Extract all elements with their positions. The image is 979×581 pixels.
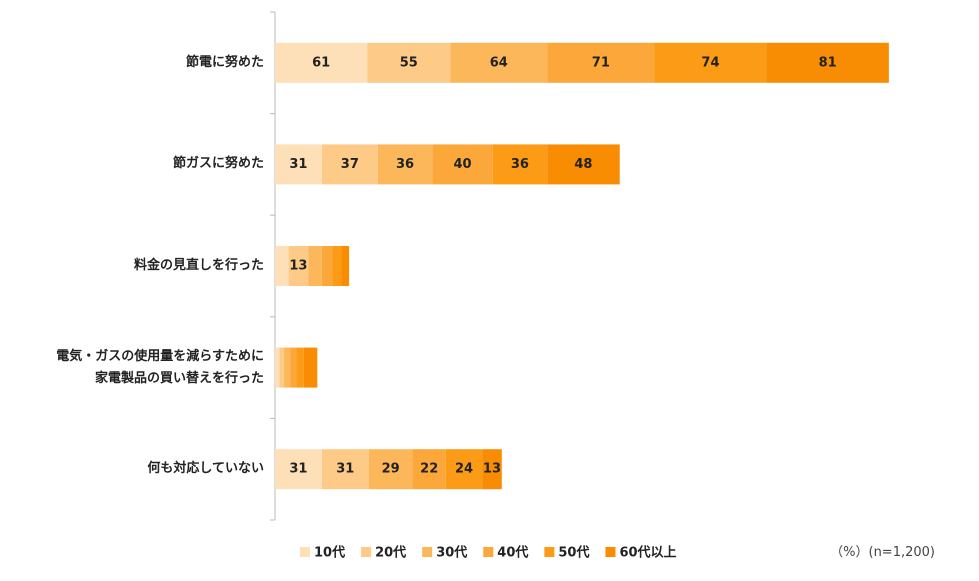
bar-segment <box>275 246 289 286</box>
value-label: 37 <box>341 157 359 172</box>
legend-label: 40代 <box>497 545 528 561</box>
value-label: 71 <box>592 55 610 70</box>
bar-segment <box>321 246 333 286</box>
value-label: 55 <box>400 55 418 70</box>
bar-segment <box>284 347 291 388</box>
bar-segment <box>450 42 548 83</box>
category-label: 節電に努めた <box>185 54 264 70</box>
bar-segment <box>432 144 493 185</box>
legend-swatch <box>300 547 310 557</box>
note: （%）(n=1,200) <box>830 545 935 560</box>
value-label: 31 <box>289 462 307 477</box>
bar-segment <box>547 42 655 83</box>
legend-swatch <box>544 547 555 557</box>
bar-segment <box>290 347 297 388</box>
category-label: 節ガスに努めた <box>172 156 264 172</box>
bar-segment <box>368 449 413 490</box>
value-label: 13 <box>483 462 501 477</box>
value-label: 61 <box>312 55 330 70</box>
bar-segment <box>482 449 502 490</box>
bar-segment <box>275 144 322 185</box>
legend-swatch <box>605 547 616 557</box>
bar-segment <box>445 449 483 490</box>
bar-segment <box>288 246 309 286</box>
legend-label: 60代以上 <box>619 545 676 561</box>
category-label: 電気・ガスの使用量を減らすために 家電製品の買い替えを行った <box>56 348 264 386</box>
value-label: 36 <box>396 157 414 172</box>
category-label: 何も対応していない <box>147 461 264 477</box>
bar-segment <box>275 347 280 388</box>
bar-segment <box>321 449 369 490</box>
value-label: 64 <box>490 55 508 70</box>
bar-segment <box>279 347 285 388</box>
value-label: 31 <box>336 462 354 477</box>
bar-segment <box>296 347 304 388</box>
value-label: 13 <box>289 259 307 274</box>
value-label: 74 <box>701 55 719 70</box>
bar-segment <box>308 246 322 286</box>
bar-segment <box>303 347 318 388</box>
legend-swatch <box>422 547 433 557</box>
bar-segment <box>341 246 350 286</box>
bar-segment <box>412 449 446 490</box>
value-label: 48 <box>574 157 592 172</box>
value-label: 81 <box>819 55 837 70</box>
value-label: 24 <box>455 462 473 477</box>
legend-swatch <box>483 547 494 557</box>
bar-segment <box>377 144 433 185</box>
value-label: 36 <box>511 157 529 172</box>
bar-segment <box>492 144 548 185</box>
legend-swatch <box>361 547 372 557</box>
category-label: 料金の見直しを行った <box>133 258 264 273</box>
bar-segment <box>321 144 378 185</box>
value-label: 31 <box>289 157 307 172</box>
bar-segment <box>367 42 451 83</box>
value-label: 22 <box>420 462 438 477</box>
bar-segment <box>654 42 767 83</box>
bar-segment <box>275 42 368 83</box>
bar-segment <box>766 42 889 83</box>
value-label: 29 <box>382 462 400 477</box>
bar-segment <box>547 144 620 185</box>
bar-segment <box>332 246 342 286</box>
legend-label: 20代 <box>375 545 406 561</box>
legend-label: 10代 <box>314 545 345 561</box>
legend-label: 30代 <box>436 545 467 561</box>
bar-segment <box>275 449 322 490</box>
legend-label: 50代 <box>558 545 589 561</box>
value-label: 40 <box>453 157 471 172</box>
